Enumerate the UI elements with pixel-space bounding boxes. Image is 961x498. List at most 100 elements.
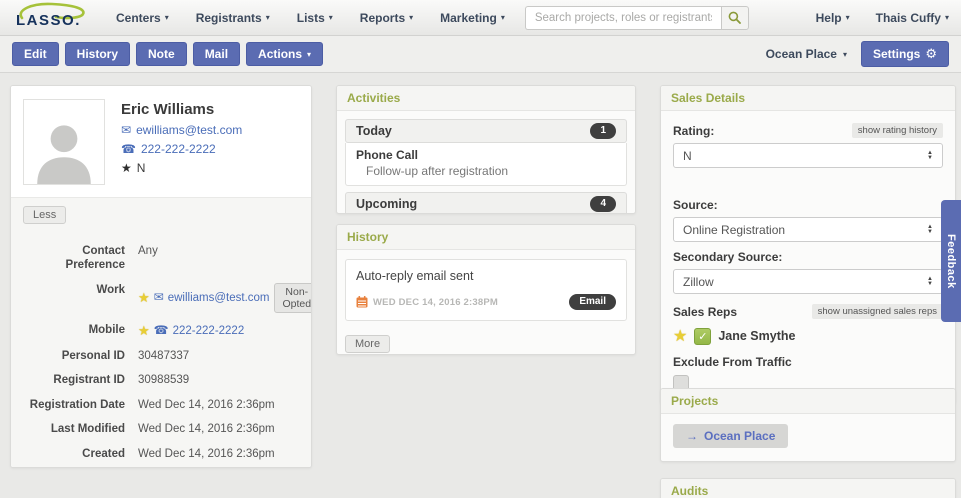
avatar [23, 99, 105, 185]
top-nav: LASSO. Centers ▾ Registrants ▾ Lists ▾ Repo… [0, 0, 961, 36]
lasso-swoosh-icon [19, 2, 85, 19]
history-item-title: Auto-reply email sent [356, 269, 474, 283]
registrant-profile-card: Eric Williams ✉ ewilliams@test.com ☎ 222… [10, 85, 312, 468]
user-name-label: Thais Cuffy [875, 10, 941, 25]
rating-select[interactable]: N ▲ ▼ [673, 143, 943, 168]
more-button[interactable]: More [345, 335, 391, 353]
project-ocean-place-button[interactable]: → Ocean Place [673, 424, 789, 448]
audits-title: Audits [661, 479, 955, 498]
nav-marketing[interactable]: Marketing ▾ [440, 11, 505, 25]
global-search [524, 5, 749, 30]
audits-panel: Audits [660, 478, 956, 498]
field-work-email: Work ★ ✉ ewilliams@test.com Non-Opted▾ [23, 282, 311, 313]
search-input[interactable] [524, 5, 721, 30]
profile-fields: Contact Preference Any Work ★ ✉ ewilliam… [11, 231, 311, 467]
phone-icon: ☎ [121, 142, 136, 156]
source-select[interactable]: Online Registration ▲ ▼ [673, 217, 943, 242]
field-label: Registrant ID [53, 374, 125, 387]
today-accordion[interactable]: Today 1 [345, 119, 627, 143]
history-title: History [337, 225, 635, 250]
brand-dot: . [75, 11, 81, 29]
nav-reports[interactable]: Reports ▾ [360, 11, 413, 25]
history-label: History [76, 47, 119, 61]
primary-star-icon[interactable]: ★ [138, 289, 150, 305]
rep-name: Jane Smythe [718, 329, 796, 343]
activity-title: Phone Call [356, 148, 419, 162]
nav-centers-label: Centers [116, 10, 161, 25]
caret-down-icon: ▾ [500, 13, 505, 22]
email-link[interactable]: ewilliams@test.com [136, 123, 243, 137]
record-toolbar: Edit History Note Mail Actions ▾ Ocean Pl… [0, 36, 961, 73]
project-selector[interactable]: Ocean Place ▾ [766, 47, 847, 61]
mobile-phone-link[interactable]: 222-222-2222 [172, 324, 245, 337]
nav-lists[interactable]: Lists ▾ [297, 11, 333, 25]
field-value: Wed Dec 14, 2016 2:36pm [138, 447, 275, 460]
calendar-icon [356, 296, 368, 308]
lasso-logo[interactable]: LASSO. [12, 2, 92, 33]
caret-down-icon: ▾ [944, 13, 949, 22]
nav-help[interactable]: Help ▾ [816, 11, 850, 25]
show-unassigned-reps-button[interactable]: show unassigned sales reps [811, 304, 943, 319]
profile-summary: Eric Williams ✉ ewilliams@test.com ☎ 222… [121, 99, 242, 185]
search-button[interactable] [720, 5, 749, 30]
history-item[interactable]: Auto-reply email sent WED DEC 14, 2016 2… [345, 259, 627, 321]
today-label: Today [356, 124, 392, 138]
field-registration-date: Registration Date Wed Dec 14, 2016 2:36p… [23, 398, 299, 412]
upcoming-accordion[interactable]: Upcoming 4 [345, 192, 627, 213]
envelope-icon: ✉ [121, 123, 132, 137]
mail-button[interactable]: Mail [192, 42, 241, 66]
settings-button[interactable]: Settings ⚙ [861, 41, 949, 67]
projects-panel: Projects → Ocean Place [660, 388, 956, 462]
caret-down-icon: ▾ [307, 49, 312, 59]
show-rating-history-button[interactable]: show rating history [851, 123, 943, 138]
history-button[interactable]: History [64, 42, 131, 66]
exclude-traffic-label: Exclude From Traffic [673, 355, 792, 369]
field-value: 30988539 [138, 374, 190, 387]
note-label: Note [148, 47, 175, 61]
arrow-right-icon: → [686, 429, 698, 443]
optin-label: Non-Opted [282, 285, 312, 310]
rep-checkbox-checked[interactable]: ✓ [694, 327, 712, 345]
primary-star-icon[interactable]: ★ [138, 322, 150, 338]
secondary-source-select[interactable]: Zillow ▲ ▼ [673, 269, 943, 294]
sales-reps-label: Sales Reps [673, 304, 738, 319]
nav-registrants-label: Registrants [195, 10, 262, 25]
rating-select-value: N [683, 148, 692, 163]
main-menu: Centers ▾ Registrants ▾ Lists ▾ Reports ▾ Ma… [116, 11, 505, 25]
work-email-link[interactable]: ewilliams@test.com [167, 291, 270, 304]
edit-button[interactable]: Edit [12, 42, 59, 66]
upcoming-label: Upcoming [356, 197, 418, 211]
note-button[interactable]: Note [136, 42, 187, 66]
field-label: Last Modified [50, 423, 125, 436]
caret-down-icon: ▾ [845, 13, 850, 22]
phone-link[interactable]: 222-222-2222 [140, 142, 216, 156]
rating-value: N [136, 161, 146, 175]
nav-centers[interactable]: Centers ▾ [116, 11, 169, 25]
nav-registrants[interactable]: Registrants ▾ [196, 11, 270, 25]
check-icon: ✓ [698, 330, 708, 343]
settings-label: Settings [873, 47, 921, 61]
nav-user-menu[interactable]: Thais Cuffy ▾ [876, 11, 949, 25]
source-select-value: Online Registration [683, 222, 786, 237]
activities-title: Activities [337, 86, 635, 111]
sales-details-title: Sales Details [661, 86, 955, 111]
gear-icon: ⚙ [925, 46, 937, 61]
mail-label: Mail [204, 47, 229, 61]
secondary-source-select-value: Zillow [683, 274, 714, 289]
source-label: Source: [673, 198, 718, 212]
help-label: Help [815, 10, 842, 25]
feedback-tab[interactable]: Feedback [941, 200, 961, 322]
collapse-strip: Less [11, 197, 311, 231]
activity-item[interactable]: Phone Call Follow-up after registration [345, 143, 627, 186]
optin-dropdown[interactable]: Non-Opted▾ [273, 282, 312, 313]
nav-lists-label: Lists [296, 10, 325, 25]
field-label: Personal ID [61, 350, 125, 362]
field-value: Wed Dec 14, 2016 2:36pm [138, 398, 275, 411]
edit-label: Edit [24, 47, 47, 61]
actions-button[interactable]: Actions ▾ [246, 42, 324, 66]
field-created: Created Wed Dec 14, 2016 2:36pm [23, 447, 299, 461]
field-label: Contact Preference [65, 245, 125, 272]
rep-star-icon[interactable]: ★ [673, 328, 688, 345]
less-button[interactable]: Less [23, 206, 67, 224]
actions-label: Actions [258, 47, 303, 61]
